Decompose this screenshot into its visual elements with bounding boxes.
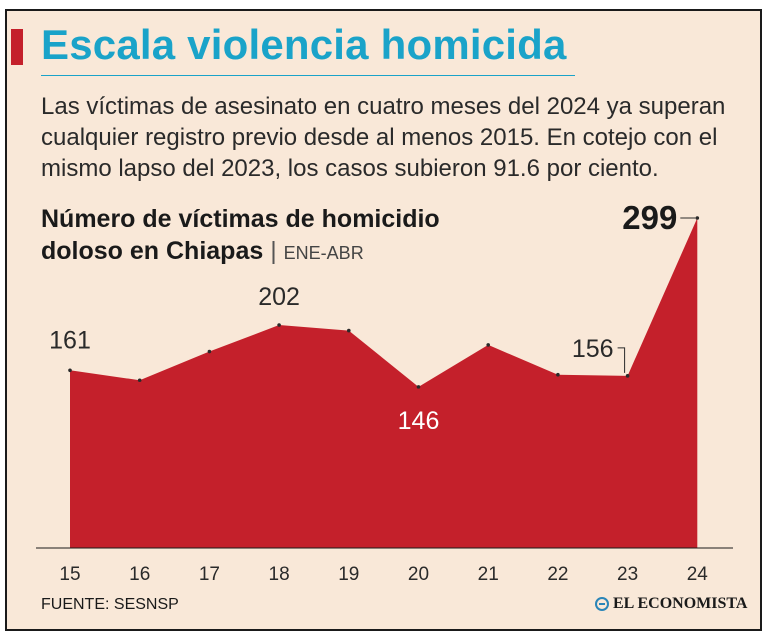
data-point-18	[277, 323, 281, 327]
x-tick-label-16: 16	[129, 564, 150, 585]
area-series	[70, 218, 698, 548]
page-subtitle: Las víctimas de asesinato en cuatro mese…	[41, 93, 726, 182]
x-tick-label-18: 18	[269, 564, 290, 585]
data-point-21	[486, 343, 491, 347]
data-point-22	[556, 372, 560, 377]
data-label-18: 202	[258, 283, 300, 311]
data-point-19	[347, 328, 351, 333]
data-label-23: 156	[572, 335, 614, 363]
chart-title-line1: Número de víctimas de homicidio	[41, 205, 440, 233]
accent-bar	[11, 29, 23, 65]
page-title: Escala violencia homicida	[41, 21, 567, 68]
data-point-15	[68, 368, 72, 373]
data-label-15: 161	[49, 326, 91, 354]
data-point-16	[137, 378, 142, 383]
data-point-20	[416, 385, 421, 389]
data-label-20: 146	[398, 407, 440, 435]
x-tick-label-19: 19	[338, 564, 359, 585]
title-underline	[41, 75, 575, 76]
data-label-24: 299	[622, 199, 677, 236]
x-tick-label-24: 24	[687, 564, 709, 585]
brand-logo: EL ECONOMISTA	[595, 595, 747, 613]
source-note: FUENTE: SESNSP	[41, 596, 179, 613]
x-tick-label-20: 20	[408, 564, 429, 585]
x-tick-label-22: 22	[547, 564, 568, 585]
chart-title: Número de víctimas de homicidio doloso e…	[41, 203, 561, 269]
data-point-17	[207, 349, 212, 354]
data-point-24	[695, 216, 700, 220]
x-tick-label-15: 15	[59, 564, 80, 585]
leader-line-23	[617, 347, 626, 373]
brand-name: EL ECONOMISTA	[613, 595, 748, 612]
chart-period: ENE-ABR	[283, 243, 364, 263]
chart-title-line2: doloso en Chiapas	[41, 237, 264, 265]
brand-globe-icon	[595, 597, 609, 611]
x-tick-label-23: 23	[617, 564, 638, 585]
x-tick-label-17: 17	[199, 564, 220, 585]
chart-title-separator: |	[270, 237, 277, 265]
data-point-23	[625, 374, 630, 378]
x-tick-label-21: 21	[478, 564, 499, 585]
